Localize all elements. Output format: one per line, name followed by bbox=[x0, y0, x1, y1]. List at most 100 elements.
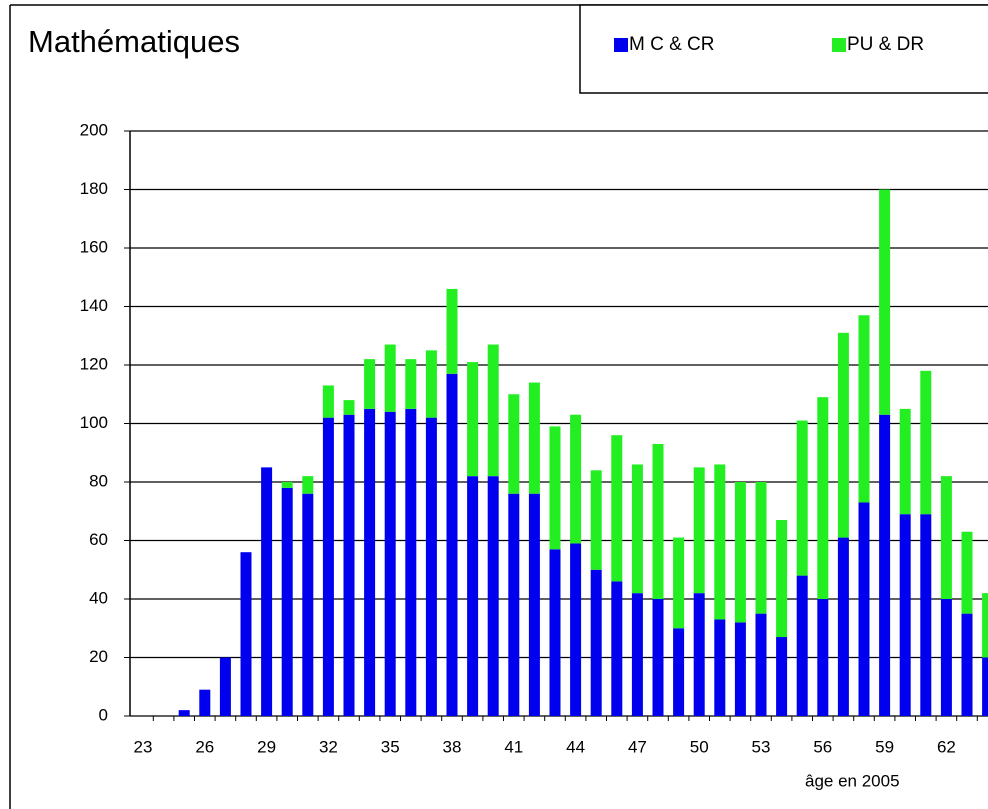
bar-segment bbox=[776, 637, 788, 716]
bar-segment bbox=[405, 359, 417, 409]
bar-segment bbox=[611, 581, 623, 716]
bar-segment bbox=[384, 344, 396, 412]
legend-label: M C & CR bbox=[629, 34, 715, 55]
bar-segment bbox=[364, 359, 376, 409]
bar-segment bbox=[590, 470, 602, 570]
bar-segment bbox=[528, 493, 540, 716]
bar-segment bbox=[178, 710, 190, 716]
bar-segment bbox=[961, 531, 973, 614]
y-tick-label: 60 bbox=[89, 530, 108, 549]
bar-segment bbox=[508, 394, 520, 494]
y-tick-label: 80 bbox=[89, 471, 108, 490]
x-tick-label: 41 bbox=[504, 737, 523, 756]
bar-segment bbox=[405, 408, 417, 716]
bar-segment bbox=[879, 189, 891, 415]
x-axis-label: âge en 2005 bbox=[805, 771, 900, 790]
x-tick-label: 38 bbox=[443, 737, 462, 756]
bar-segment bbox=[261, 467, 273, 716]
bar-segment bbox=[734, 622, 746, 716]
bar-segment bbox=[961, 613, 973, 716]
legend-swatch bbox=[832, 38, 846, 52]
bar-segment bbox=[817, 599, 829, 716]
x-tick-label: 35 bbox=[381, 737, 400, 756]
bar-segment bbox=[590, 569, 602, 716]
legend-box bbox=[579, 4, 988, 94]
bar-segment bbox=[858, 502, 870, 716]
bar-segment bbox=[693, 593, 705, 716]
y-tick-label: 120 bbox=[80, 354, 108, 373]
bar-segment bbox=[714, 464, 726, 620]
bar-segment bbox=[755, 613, 767, 716]
bar-segment bbox=[611, 435, 623, 582]
bar-segment bbox=[467, 476, 479, 716]
bar-segment bbox=[364, 408, 376, 716]
bar-segment bbox=[837, 537, 849, 716]
bar-segment bbox=[796, 420, 808, 576]
bar-segment bbox=[322, 417, 334, 716]
bar-segment bbox=[343, 400, 355, 415]
bar-segment bbox=[796, 575, 808, 716]
bar-segment bbox=[281, 482, 293, 488]
bar-segment bbox=[652, 599, 664, 716]
bar-segment bbox=[508, 493, 520, 716]
y-tick-label: 180 bbox=[80, 179, 108, 198]
bar-segment bbox=[652, 443, 664, 599]
bar-segment bbox=[343, 414, 355, 716]
bar-segment bbox=[879, 414, 891, 716]
y-tick-label: 40 bbox=[89, 588, 108, 607]
y-tick-label: 0 bbox=[99, 705, 108, 724]
bar-segment bbox=[322, 385, 334, 418]
bar-segment bbox=[755, 482, 767, 614]
bar-segment bbox=[631, 593, 643, 716]
legend-label: PU & DR bbox=[847, 34, 924, 55]
bar-segment bbox=[384, 411, 396, 716]
bar-segment bbox=[734, 482, 746, 623]
x-tick-label: 53 bbox=[752, 737, 771, 756]
y-tick-label: 20 bbox=[89, 647, 108, 666]
x-tick-label: 26 bbox=[195, 737, 214, 756]
bar-segment bbox=[425, 417, 437, 716]
bar-segment bbox=[714, 619, 726, 716]
bar-segment bbox=[920, 370, 932, 515]
bar-segment bbox=[199, 689, 211, 716]
bar-segment bbox=[570, 543, 582, 716]
x-tick-label: 47 bbox=[628, 737, 647, 756]
bar-segment bbox=[281, 487, 293, 716]
bar-segment bbox=[673, 537, 685, 629]
x-tick-label: 29 bbox=[257, 737, 276, 756]
bar-segment bbox=[446, 373, 458, 716]
bar-segment bbox=[899, 408, 911, 515]
bar-segment bbox=[219, 657, 231, 716]
bar-segment bbox=[302, 476, 314, 494]
legend-swatch bbox=[614, 38, 628, 52]
x-tick-label: 44 bbox=[566, 737, 585, 756]
y-tick-label: 100 bbox=[80, 413, 108, 432]
bar-segment bbox=[425, 350, 437, 418]
bar-segment bbox=[528, 382, 540, 494]
bar-segment bbox=[570, 414, 582, 544]
chart-title: Mathématiques bbox=[28, 24, 240, 59]
bar-segment bbox=[858, 315, 870, 503]
bar-segment bbox=[467, 362, 479, 477]
bar-segment bbox=[487, 476, 499, 716]
bar-segment bbox=[302, 493, 314, 716]
bar-segment bbox=[899, 514, 911, 716]
bar-segment bbox=[549, 426, 561, 550]
x-tick-label: 32 bbox=[319, 737, 338, 756]
x-tick-label: 62 bbox=[937, 737, 956, 756]
bar-segment bbox=[549, 549, 561, 716]
x-tick-label: 56 bbox=[813, 737, 832, 756]
bar-segment bbox=[487, 344, 499, 477]
bar-segment bbox=[817, 397, 829, 599]
bar-segment bbox=[673, 628, 685, 716]
bar-segment bbox=[446, 288, 458, 374]
bar-segment bbox=[982, 593, 988, 658]
bar-segment bbox=[776, 520, 788, 638]
bar-segment bbox=[982, 657, 988, 716]
x-tick-label: 59 bbox=[875, 737, 894, 756]
bar-segment bbox=[240, 552, 252, 716]
x-tick-label: 23 bbox=[134, 737, 153, 756]
y-tick-label: 200 bbox=[80, 120, 108, 139]
bar-segment bbox=[693, 467, 705, 594]
bar-segment bbox=[837, 332, 849, 538]
